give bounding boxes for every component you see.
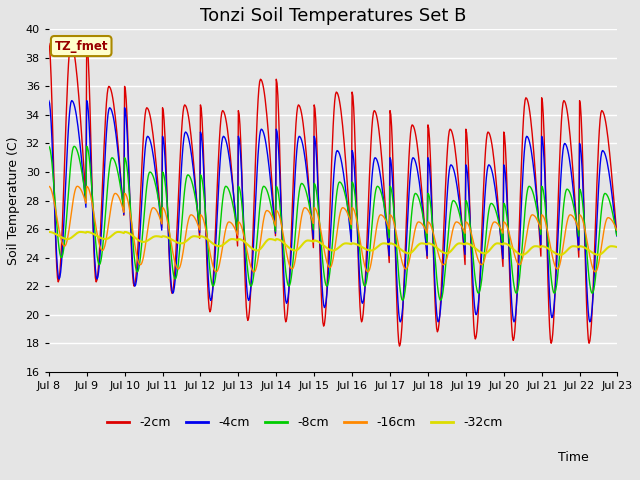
Text: Time: Time [558, 451, 589, 464]
Y-axis label: Soil Temperature (C): Soil Temperature (C) [7, 136, 20, 265]
Title: Tonzi Soil Temperatures Set B: Tonzi Soil Temperatures Set B [200, 7, 467, 25]
Legend: -2cm, -4cm, -8cm, -16cm, -32cm: -2cm, -4cm, -8cm, -16cm, -32cm [102, 411, 508, 434]
Text: TZ_fmet: TZ_fmet [54, 39, 108, 52]
